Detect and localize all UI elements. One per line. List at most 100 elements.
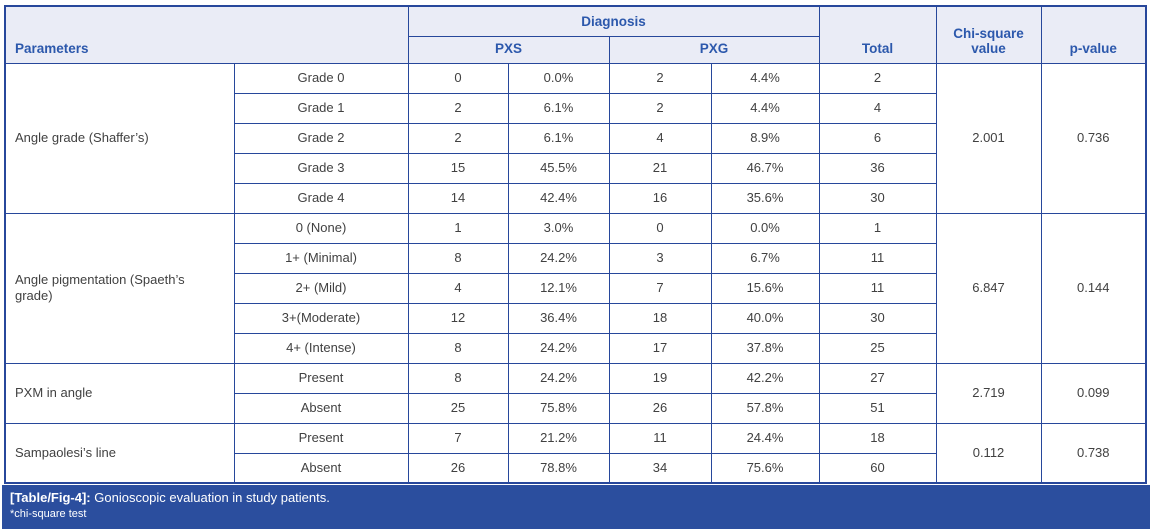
pxg-count-cell: 16 [608,182,712,214]
total-cell: 1 [818,212,937,244]
pxg-count-cell: 11 [608,422,712,454]
header-row-1: Parameters Diagnosis Total Chi-square va… [4,5,1147,64]
total-cell: 4 [818,92,937,124]
table-row: Angle pigmentation (Spaeth’s grade) 0 (N… [4,212,1147,364]
subcategory-cell: Present [233,422,409,454]
pxg-count-cell: 21 [608,152,712,184]
gonioscopy-table: Parameters Diagnosis Total Chi-square va… [4,5,1148,484]
pxs-percent-cell: 24.2% [507,332,610,364]
pxg-percent-cell: 4.4% [710,62,820,94]
total-cell: 30 [818,302,937,334]
pxg-percent-cell: 0.0% [710,212,820,244]
subcategory-cell: Grade 1 [233,92,409,124]
pxs-count-cell: 15 [407,152,509,184]
p-value-cell: 0.144 [1040,212,1147,364]
pxs-count-cell: 26 [407,452,509,484]
chi-square-header: Chi-square value [935,5,1042,64]
subcategory-cell: 2+ (Mild) [233,272,409,304]
pxg-percent-cell: 42.2% [710,362,820,394]
pxs-count-cell: 14 [407,182,509,214]
caption-tag: [Table/Fig-4]: [10,490,91,505]
pxg-count-cell: 4 [608,122,712,154]
total-cell: 36 [818,152,937,184]
pxg-percent-cell: 24.4% [710,422,820,454]
pxg-header: PXG [608,35,820,64]
total-cell: 51 [818,392,937,424]
total-header: Total [818,5,937,64]
total-cell: 11 [818,242,937,274]
table-row: 3+(Moderate) 12 36.4% 18 40.0% 30 [5,302,1146,334]
total-cell: 60 [818,452,937,484]
pxs-count-cell: 12 [407,302,509,334]
pxs-percent-cell: 42.4% [507,182,610,214]
pxg-percent-cell: 57.8% [710,392,820,424]
subcategory-cell: Absent [233,452,409,484]
total-cell: 6 [818,122,937,154]
subcategory-cell: 0 (None) [233,212,409,244]
table-row: Grade 4 14 42.4% 16 35.6% 30 [5,182,1146,214]
diagnosis-header: Diagnosis [407,5,820,37]
caption-title: [Table/Fig-4]: Gonioscopic evaluation in… [10,490,1142,506]
pxg-count-cell: 2 [608,92,712,124]
total-cell: 18 [818,422,937,454]
pxs-count-cell: 2 [407,122,509,154]
pxs-count-cell: 1 [407,212,509,244]
total-cell: 27 [818,362,937,394]
pxg-count-cell: 26 [608,392,712,424]
subcategory-cell: Grade 2 [233,122,409,154]
p-value-cell: 0.099 [1040,362,1147,424]
parameter-cell: Angle pigmentation (Spaeth’s grade) [4,212,235,364]
table-header: Parameters Diagnosis Total Chi-square va… [4,5,1147,64]
table-row: Angle grade (Shaffer’s) Grade 0 0 0.0% 2… [4,62,1147,214]
header-row-2: PXS PXG [5,35,1146,64]
p-value-cell: 0.738 [1040,422,1147,484]
table-row: Grade 3 15 45.5% 21 46.7% 36 [5,152,1146,184]
pxs-count-cell: 25 [407,392,509,424]
pxs-percent-cell: 24.2% [507,242,610,274]
chi-square-cell: 0.112 [935,422,1042,484]
chi-square-cell: 2.001 [935,62,1042,214]
pxg-percent-cell: 40.0% [710,302,820,334]
pxg-count-cell: 34 [608,452,712,484]
table-row: 1+ (Minimal) 8 24.2% 3 6.7% 11 [5,242,1146,274]
pxg-percent-cell: 6.7% [710,242,820,274]
subcategory-cell: Present [233,362,409,394]
pxs-percent-cell: 3.0% [507,212,610,244]
pxs-percent-cell: 75.8% [507,392,610,424]
figure-caption-bar: [Table/Fig-4]: Gonioscopic evaluation in… [2,485,1150,529]
p-value-header: p-value [1040,5,1147,64]
pxs-percent-cell: 24.2% [507,362,610,394]
pxg-percent-cell: 4.4% [710,92,820,124]
pxg-count-cell: 17 [608,332,712,364]
chi-square-cell: 6.847 [935,212,1042,364]
caption-text: Gonioscopic evaluation in study patients… [94,490,330,505]
pxs-count-cell: 4 [407,272,509,304]
pxg-count-cell: 3 [608,242,712,274]
pxg-count-cell: 7 [608,272,712,304]
caption-footnote: *chi-square test [10,508,87,520]
pxs-percent-cell: 12.1% [507,272,610,304]
pxg-percent-cell: 8.9% [710,122,820,154]
chi-square-cell: 2.719 [935,362,1042,424]
parameter-cell: Sampaolesi’s line [4,422,235,484]
pxg-percent-cell: 46.7% [710,152,820,184]
pxs-count-cell: 0 [407,62,509,94]
table-body: Angle grade (Shaffer’s) Grade 0 0 0.0% 2… [4,62,1147,484]
parameters-header: Parameters [4,5,409,64]
pxg-percent-cell: 35.6% [710,182,820,214]
parameter-cell: PXM in angle [4,362,235,424]
pxs-percent-cell: 21.2% [507,422,610,454]
subcategory-cell: Absent [233,392,409,424]
pxg-percent-cell: 15.6% [710,272,820,304]
pxg-count-cell: 18 [608,302,712,334]
table-row: PXM in angle Present 8 24.2% 19 42.2% 27… [4,362,1147,424]
subcategory-cell: Grade 4 [233,182,409,214]
subcategory-cell: 3+(Moderate) [233,302,409,334]
pxs-count-cell: 8 [407,242,509,274]
table-row: 4+ (Intense) 8 24.2% 17 37.8% 25 [5,332,1146,364]
subcategory-cell: Grade 3 [233,152,409,184]
pxs-percent-cell: 45.5% [507,152,610,184]
pxs-count-cell: 8 [407,362,509,394]
table-row: Sampaolesi’s line Present 7 21.2% 11 24.… [4,422,1147,484]
pxg-count-cell: 19 [608,362,712,394]
